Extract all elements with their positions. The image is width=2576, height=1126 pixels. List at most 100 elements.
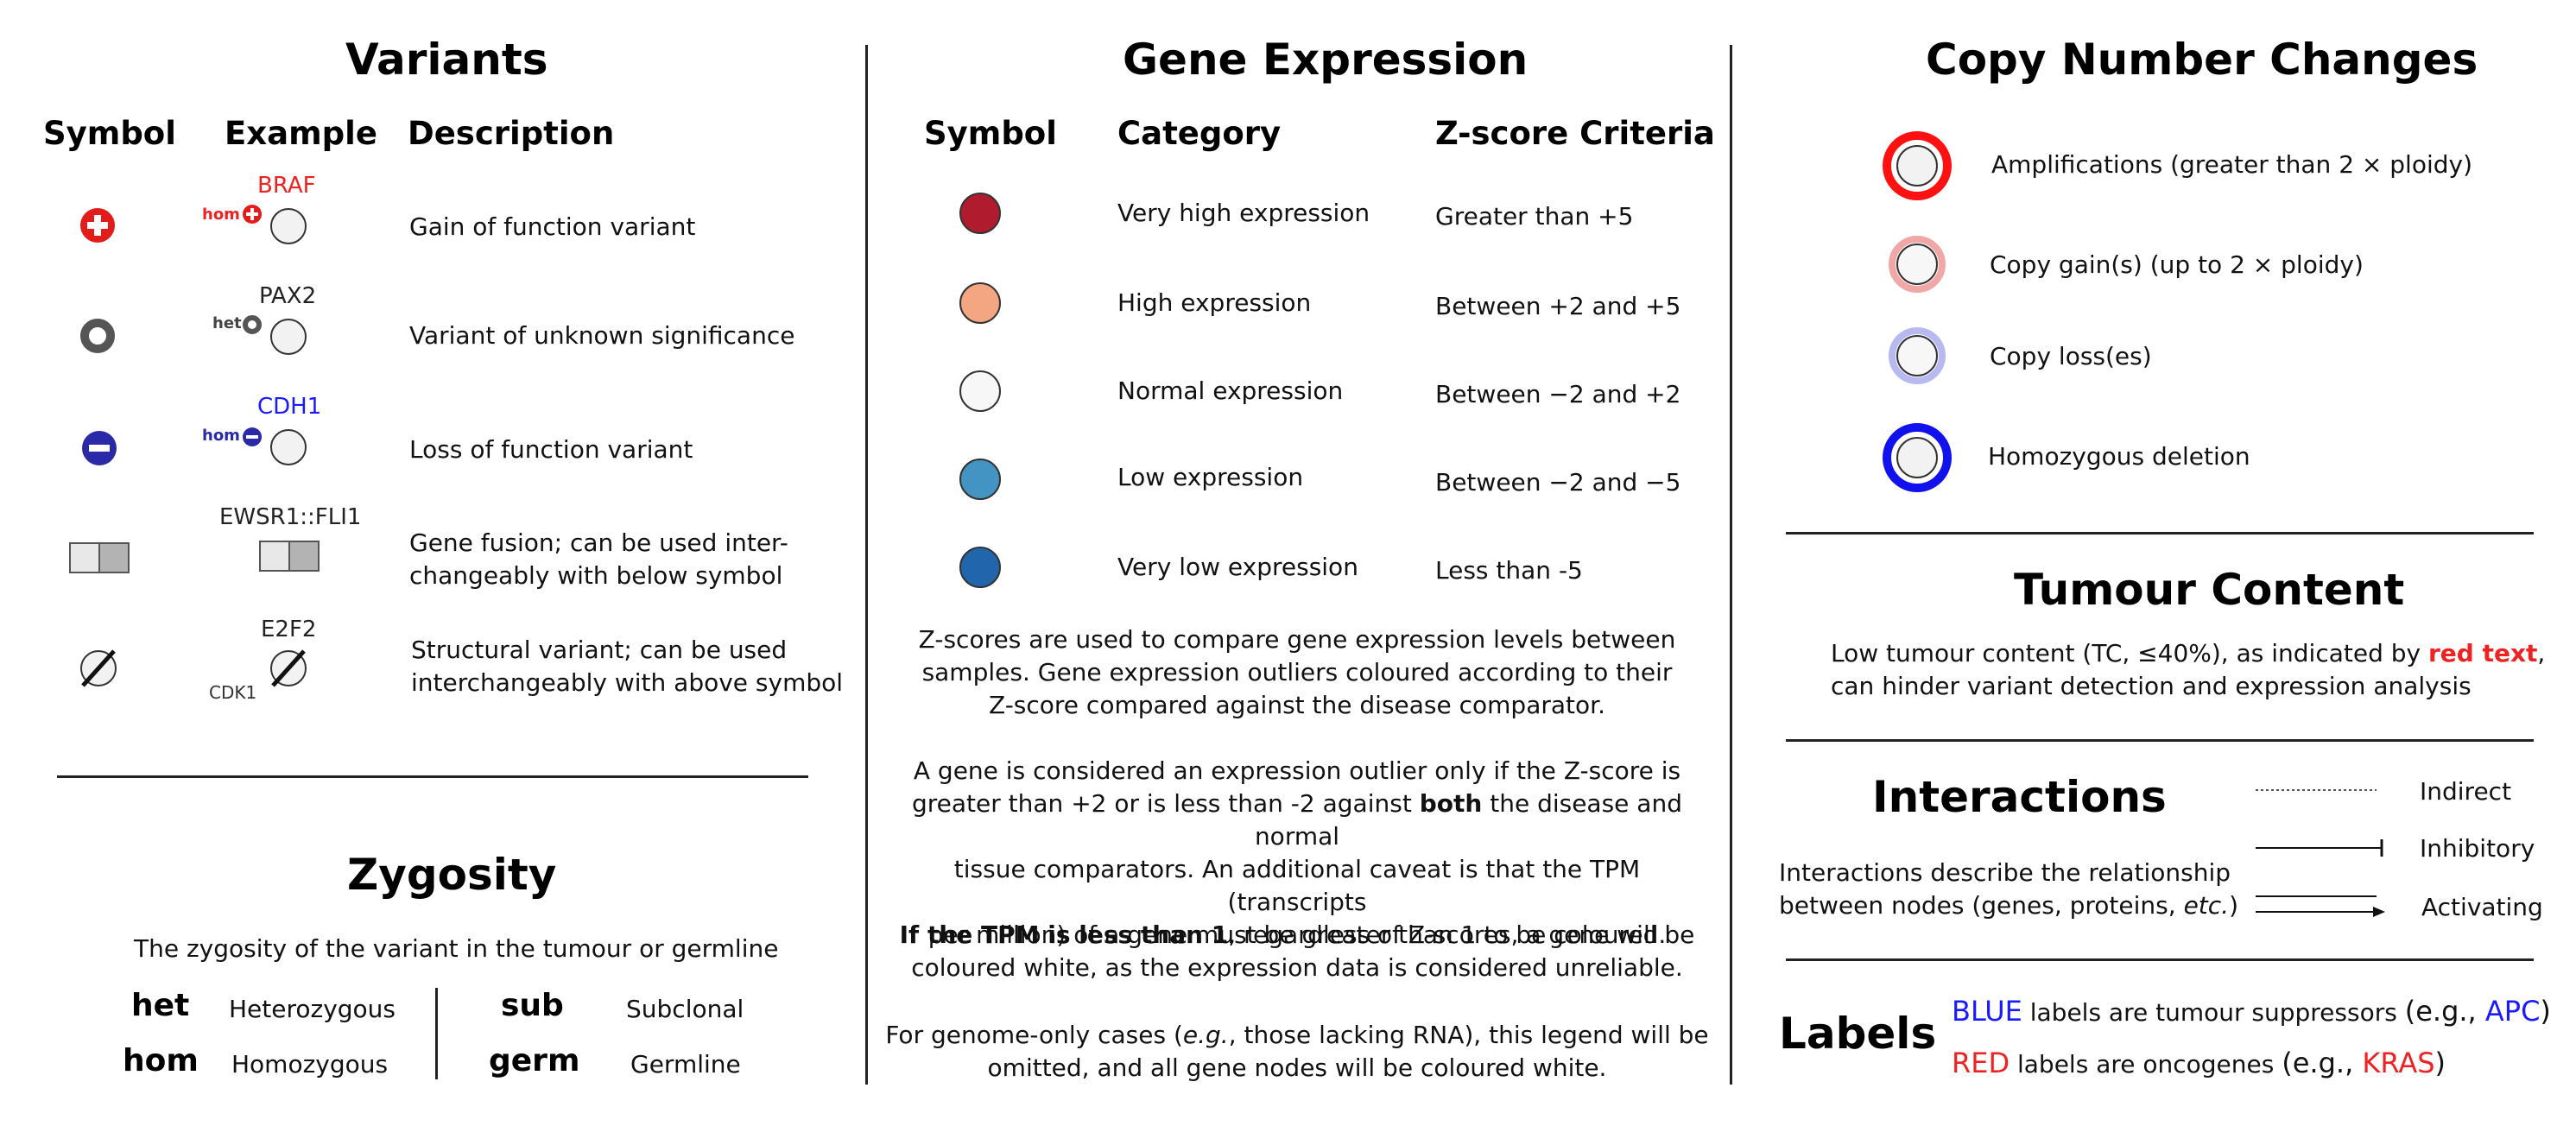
low-expression-icon <box>959 459 1001 500</box>
tumour-content-line-1: Low tumour content (TC, ≤40%), as indica… <box>1831 639 2545 667</box>
expression-paragraph-2-line-4: per million) of a gene must be greater t… <box>927 920 1667 949</box>
expression-criteria-normal: Between −2 and +2 <box>1435 380 1681 408</box>
example-tag-hom: hom <box>202 427 240 445</box>
labels-blue-rest: labels are tumour suppressors <box>2022 998 2405 1027</box>
labels-title: Labels <box>1779 1009 1937 1059</box>
interactions-desc-a: between nodes (genes, proteins, <box>1779 891 2184 920</box>
expression-paragraph-1-line-3: Z-score compared against the disease com… <box>989 691 1605 719</box>
expression-category-high: High expression <box>1117 288 1312 317</box>
labels-blue-line: BLUE labels are tumour suppressors (e.g.… <box>1952 995 2551 1028</box>
ring-icon <box>80 319 115 353</box>
high-expression-icon <box>959 282 1001 324</box>
variants-header-description: Description <box>408 115 615 152</box>
minus-circle-icon <box>82 431 117 465</box>
expression-criteria-very-low: Less than -5 <box>1435 556 1583 585</box>
interaction-type-indirect: Indirect <box>2420 777 2512 806</box>
copy-number-homozygous-deletion: Homozygous deletion <box>1988 442 2250 471</box>
interactions-desc-italic: etc. <box>2183 891 2230 920</box>
fusion-icon <box>69 542 130 573</box>
example-gene-cdh1: CDH1 <box>257 394 322 420</box>
labels-red-word: RED <box>1952 1047 2010 1079</box>
expression-paragraph-3: If the TPM is less than 1, regardless of… <box>881 919 1713 984</box>
expression-paragraph-2-line-2: greater than +2 or is less than -2 again… <box>881 788 1713 853</box>
expression-paragraph-1-line-2: samples. Gene expression outliers colour… <box>921 658 1673 686</box>
variant-description-sv-1: Structural variant; can be used <box>411 636 788 664</box>
expression-paragraph-2-line-3: tissue comparators. An additional caveat… <box>953 855 1641 916</box>
expression-paragraph-2-line-1: A gene is considered an expression outli… <box>913 756 1681 785</box>
expression-paragraph-1: Z-scores are used to compare gene expres… <box>881 623 1713 722</box>
variant-description-loss: Loss of function variant <box>409 435 693 464</box>
expression-paragraph-4-line-2: omitted, and all gene nodes will be colo… <box>987 1053 1607 1082</box>
zygosity-value-hom: Homozygous <box>231 1050 389 1079</box>
inhibitory-line-icon <box>2256 839 2383 857</box>
amplification-icon <box>1883 131 1952 200</box>
zygosity-divider <box>435 988 438 1079</box>
zygosity-value-germ: Germline <box>630 1050 741 1079</box>
expression-paragraph-2: A gene is considered an expression outli… <box>881 755 1713 952</box>
indirect-line-icon <box>2256 789 2377 791</box>
expression-criteria-low: Between −2 and −5 <box>1435 468 1681 497</box>
tumour-content-title: Tumour Content <box>2014 565 2405 615</box>
copy-number-amplification: Amplifications (greater than 2 × ploidy) <box>1991 150 2473 179</box>
zygosity-key-sub: sub <box>501 988 564 1023</box>
labels-blue-eg-close: ) <box>2540 995 2551 1028</box>
zygosity-key-het: het <box>131 988 190 1023</box>
zygosity-value-sub: Subclonal <box>626 995 744 1023</box>
example-tag-hom: hom <box>202 206 240 224</box>
variant-description-gain: Gain of function variant <box>409 212 696 241</box>
gene-node-icon <box>270 208 307 244</box>
copy-number-gain: Copy gain(s) (up to 2 × ploidy) <box>1990 250 2364 279</box>
para4-text-b: , those lacking RNA), this legend will b… <box>1228 1021 1709 1049</box>
activating-line-icon <box>2256 895 2385 917</box>
zygosity-subtitle: The zygosity of the variant in the tumou… <box>134 934 779 963</box>
labels-blue-word: BLUE <box>1952 995 2022 1028</box>
zygosity-value-het: Heterozygous <box>229 995 396 1023</box>
zygosity-title: Zygosity <box>347 850 557 900</box>
column-divider-left <box>865 45 868 1085</box>
interactions-description-2: between nodes (genes, proteins, etc.) <box>1779 891 2238 920</box>
expression-paragraph-4: For genome-only cases (e.g., those lacki… <box>881 1019 1713 1085</box>
expression-category-normal: Normal expression <box>1117 376 1344 405</box>
expression-paragraph-3-line-1: If the TPM is less than 1, regardless of… <box>881 919 1713 952</box>
expression-paragraph-3-line-2: coloured white, as the expression data i… <box>911 953 1683 982</box>
expression-criteria-high: Between +2 and +5 <box>1435 292 1681 320</box>
expression-title: Gene Expression <box>1123 35 1529 85</box>
tumour-text-a: Low tumour content (TC, ≤40%), as indica… <box>1831 639 2428 667</box>
variants-title: Variants <box>345 35 548 85</box>
tumour-content-divider <box>1786 739 2534 742</box>
structural-variant-icon <box>80 649 117 687</box>
variants-header-symbol: Symbol <box>43 115 176 152</box>
fusion-node-icon <box>259 541 320 572</box>
para2-text-c: the disease and normal <box>1254 789 1682 851</box>
example-gene-e2f2: E2F2 <box>261 617 317 642</box>
interaction-type-activating: Activating <box>2421 893 2543 921</box>
interaction-type-inhibitory: Inhibitory <box>2420 834 2535 863</box>
labels-red-eg-close: ) <box>2434 1047 2446 1079</box>
copy-gain-icon <box>1889 236 1946 293</box>
labels-red-eg-open: (e.g., <box>2282 1047 2363 1079</box>
copy-number-divider <box>1786 532 2534 535</box>
zygosity-key-germ: germ <box>489 1043 580 1079</box>
expression-header-criteria: Z-score Criteria <box>1435 115 1715 152</box>
variants-divider <box>57 775 808 778</box>
labels-red-rest: labels are oncogenes <box>2010 1050 2282 1079</box>
para3-bold: If the TPM is less than 1 <box>899 920 1229 949</box>
labels-red-line: RED labels are oncogenes (e.g., KRAS) <box>1952 1047 2446 1079</box>
variant-description-fusion-2: changeably with below symbol <box>409 561 783 590</box>
expression-paragraph-4-line-1: For genome-only cases (e.g., those lacki… <box>881 1019 1713 1052</box>
expression-header-symbol: Symbol <box>924 115 1057 152</box>
expression-paragraph-1-line-1: Z-scores are used to compare gene expres… <box>918 625 1676 654</box>
labels-blue-example-gene: APC <box>2484 995 2541 1028</box>
ring-small-icon <box>243 315 262 334</box>
example-gene-braf: BRAF <box>257 173 316 199</box>
gene-node-icon <box>270 319 307 355</box>
expression-header-category: Category <box>1117 115 1282 152</box>
tumour-red-text: red text <box>2428 639 2538 667</box>
labels-red-example-gene: KRAS <box>2362 1047 2435 1079</box>
example-gene-cdk1: CDK1 <box>209 682 257 703</box>
expression-category-very-low: Very low expression <box>1117 553 1358 581</box>
labels-blue-eg-open: (e.g., <box>2404 995 2485 1028</box>
tumour-text-b: , <box>2537 639 2546 667</box>
variant-description-vus: Variant of unknown significance <box>409 321 795 350</box>
plus-circle-small-icon <box>243 205 262 224</box>
